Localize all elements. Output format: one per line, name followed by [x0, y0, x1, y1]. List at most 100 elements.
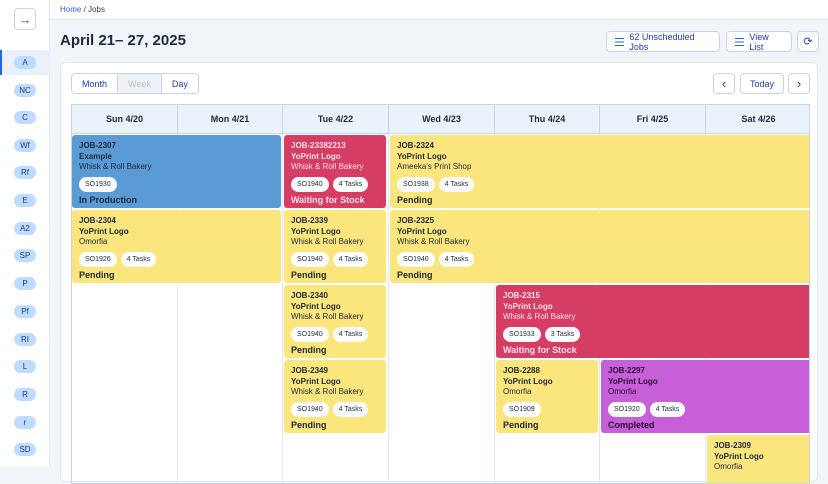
day-header-thu: Thu 4/24 — [495, 105, 600, 134]
sales-order-badge: SO1940 — [291, 326, 329, 342]
sales-order-badge: SO1930 — [79, 176, 117, 192]
job-card[interactable]: JOB-2340 YoPrint Logo Whisk & Roll Baker… — [284, 285, 386, 358]
job-card[interactable]: JOB-2307 Example Whisk & Roll Bakery SO1… — [72, 135, 281, 208]
sidebar-item-rf[interactable]: Rf — [14, 166, 36, 179]
sidebar-item-r[interactable]: R — [14, 388, 36, 401]
job-status: In Production — [79, 194, 137, 205]
job-status: Pending — [397, 269, 433, 280]
day-header-mon: Mon 4/21 — [178, 105, 283, 134]
sales-order-badge: SO1909 — [503, 401, 541, 417]
job-card[interactable]: JOB-2304 YoPrint Logo Omorfia SO1926 4 Ta… — [72, 210, 281, 283]
job-customer: Whisk & Roll Bakery — [79, 162, 152, 171]
column-divider — [282, 134, 283, 483]
tasks-badge: 4 Tasks — [438, 251, 475, 267]
job-status: Pending — [291, 269, 327, 280]
breadcrumb-current: Jobs — [88, 5, 105, 14]
sidebar-item-c[interactable]: C — [14, 111, 36, 124]
job-status: Pending — [79, 269, 115, 280]
job-card[interactable]: JOB-2297 YoPrint Logo Omorfia SO1920 4 Ta… — [601, 360, 809, 433]
sidebar-item-e[interactable]: E — [14, 194, 36, 207]
job-id: JOB-2339 — [291, 216, 328, 225]
job-id: JOB-2307 — [79, 141, 116, 150]
breadcrumb-separator: / — [83, 5, 86, 14]
column-divider — [177, 134, 178, 483]
job-status: Pending — [397, 194, 433, 205]
job-status: Completed — [608, 419, 655, 430]
job-card[interactable]: JOB-2288 YoPrint Logo Omorfia SO1909 Pen… — [496, 360, 598, 433]
sales-order-badge: SO1933 — [503, 326, 541, 342]
job-card[interactable]: JOB-2315 YoPrint Logo Whisk & Roll Baker… — [496, 285, 809, 358]
job-customer: Omorfia — [503, 387, 532, 396]
job-customer: Whisk & Roll Bakery — [291, 237, 364, 246]
tasks-badge: 4 Tasks — [332, 176, 369, 192]
sidebar-item-p[interactable]: P — [14, 277, 36, 290]
sidebar-item-a2[interactable]: A2 — [14, 222, 36, 235]
sidebar-item-wf[interactable]: Wf — [14, 139, 36, 152]
prev-week-button[interactable]: ‹ — [713, 73, 735, 94]
job-id: JOB-2349 — [291, 366, 328, 375]
sidebar-item-sd[interactable]: SD — [14, 443, 36, 456]
expand-sidebar-button[interactable]: → — [14, 8, 36, 30]
job-card[interactable]: JOB-2324 YoPrint Logo Ameeka's Print Sho… — [390, 135, 809, 208]
job-card[interactable]: JOB-2325 YoPrint Logo Whisk & Roll Baker… — [390, 210, 809, 283]
day-header-sat: Sat 4/26 — [706, 105, 809, 134]
day-header-wed: Wed 4/23 — [389, 105, 495, 134]
sidebar-item-pf[interactable]: Pf — [14, 305, 36, 318]
job-title: YoPrint Logo — [397, 226, 447, 236]
week-calendar-grid: Sun 4/20 Mon 4/21 Tue 4/22 Wed 4/23 Thu … — [71, 104, 810, 484]
tab-day[interactable]: Day — [171, 78, 188, 89]
sidebar-item-nc[interactable]: NC — [14, 84, 36, 97]
tab-month[interactable]: Month — [72, 74, 119, 93]
job-id: JOB-2315 — [503, 291, 540, 300]
job-id: JOB-23382213 — [291, 141, 346, 150]
job-title: YoPrint Logo — [503, 376, 553, 386]
day-header-sun: Sun 4/20 — [72, 105, 178, 134]
job-status: Pending — [291, 419, 327, 430]
sidebar: → A NC C Wf Rf E A2 SP P Pf RI L R r SD — [0, 0, 50, 466]
view-list-button[interactable]: View List — [726, 31, 792, 52]
job-title: YoPrint Logo — [291, 226, 341, 236]
job-card[interactable]: JOB-2349 YoPrint Logo Whisk & Roll Baker… — [284, 360, 386, 433]
view-switcher: Month Week Day — [71, 73, 199, 94]
job-title: YoPrint Logo — [608, 376, 658, 386]
chevron-right-icon: › — [796, 76, 802, 91]
tasks-badge: 4 Tasks — [438, 176, 475, 192]
tasks-badge: 4 Tasks — [120, 251, 157, 267]
job-customer: Whisk & Roll Bakery — [291, 162, 364, 171]
job-id: JOB-2309 — [714, 441, 751, 450]
list-icon — [615, 37, 625, 46]
job-card[interactable]: JOB-23382213 YoPrint Logo Whisk & Roll B… — [284, 135, 386, 208]
breadcrumb-home-link[interactable]: Home — [60, 5, 82, 14]
sidebar-item-l[interactable]: L — [14, 360, 36, 373]
sidebar-item-r-lower[interactable]: r — [14, 416, 36, 429]
job-status: Pending — [503, 419, 539, 430]
job-id: JOB-2325 — [397, 216, 434, 225]
column-divider — [388, 134, 389, 483]
unscheduled-jobs-button[interactable]: 62 Unscheduled Jobs — [606, 31, 720, 52]
unscheduled-jobs-label: 62 Unscheduled Jobs — [629, 31, 695, 52]
job-title: YoPrint Logo — [291, 376, 341, 386]
today-button[interactable]: Today — [740, 73, 784, 94]
sidebar-item-a[interactable]: A — [14, 56, 36, 69]
job-customer: Whisk & Roll Bakery — [291, 387, 364, 396]
refresh-icon: ⟳ — [803, 36, 813, 48]
tasks-badge: 4 Tasks — [649, 401, 686, 417]
day-header-fri: Fri 4/25 — [600, 105, 706, 134]
job-id: JOB-2304 — [79, 216, 116, 225]
refresh-button[interactable]: ⟳ — [797, 31, 819, 52]
job-card[interactable]: JOB-2309 YoPrint Logo Omorfia — [707, 435, 809, 483]
breadcrumb: Home / Jobs — [60, 5, 105, 14]
job-id: JOB-2340 — [291, 291, 328, 300]
job-card[interactable]: JOB-2339 YoPrint Logo Whisk & Roll Baker… — [284, 210, 386, 283]
list-icon — [735, 37, 745, 46]
tab-week[interactable]: Week — [118, 74, 162, 93]
job-title: YoPrint Logo — [79, 226, 129, 236]
sidebar-item-ri[interactable]: RI — [14, 333, 36, 346]
tasks-badge: 3 Tasks — [544, 326, 581, 342]
sidebar-item-sp[interactable]: SP — [14, 249, 36, 262]
job-title: YoPrint Logo — [397, 151, 447, 161]
job-customer: Omorfia — [79, 237, 108, 246]
sales-order-badge: SO1940 — [397, 251, 435, 267]
next-week-button[interactable]: › — [788, 73, 810, 94]
tasks-badge: 4 Tasks — [332, 326, 369, 342]
